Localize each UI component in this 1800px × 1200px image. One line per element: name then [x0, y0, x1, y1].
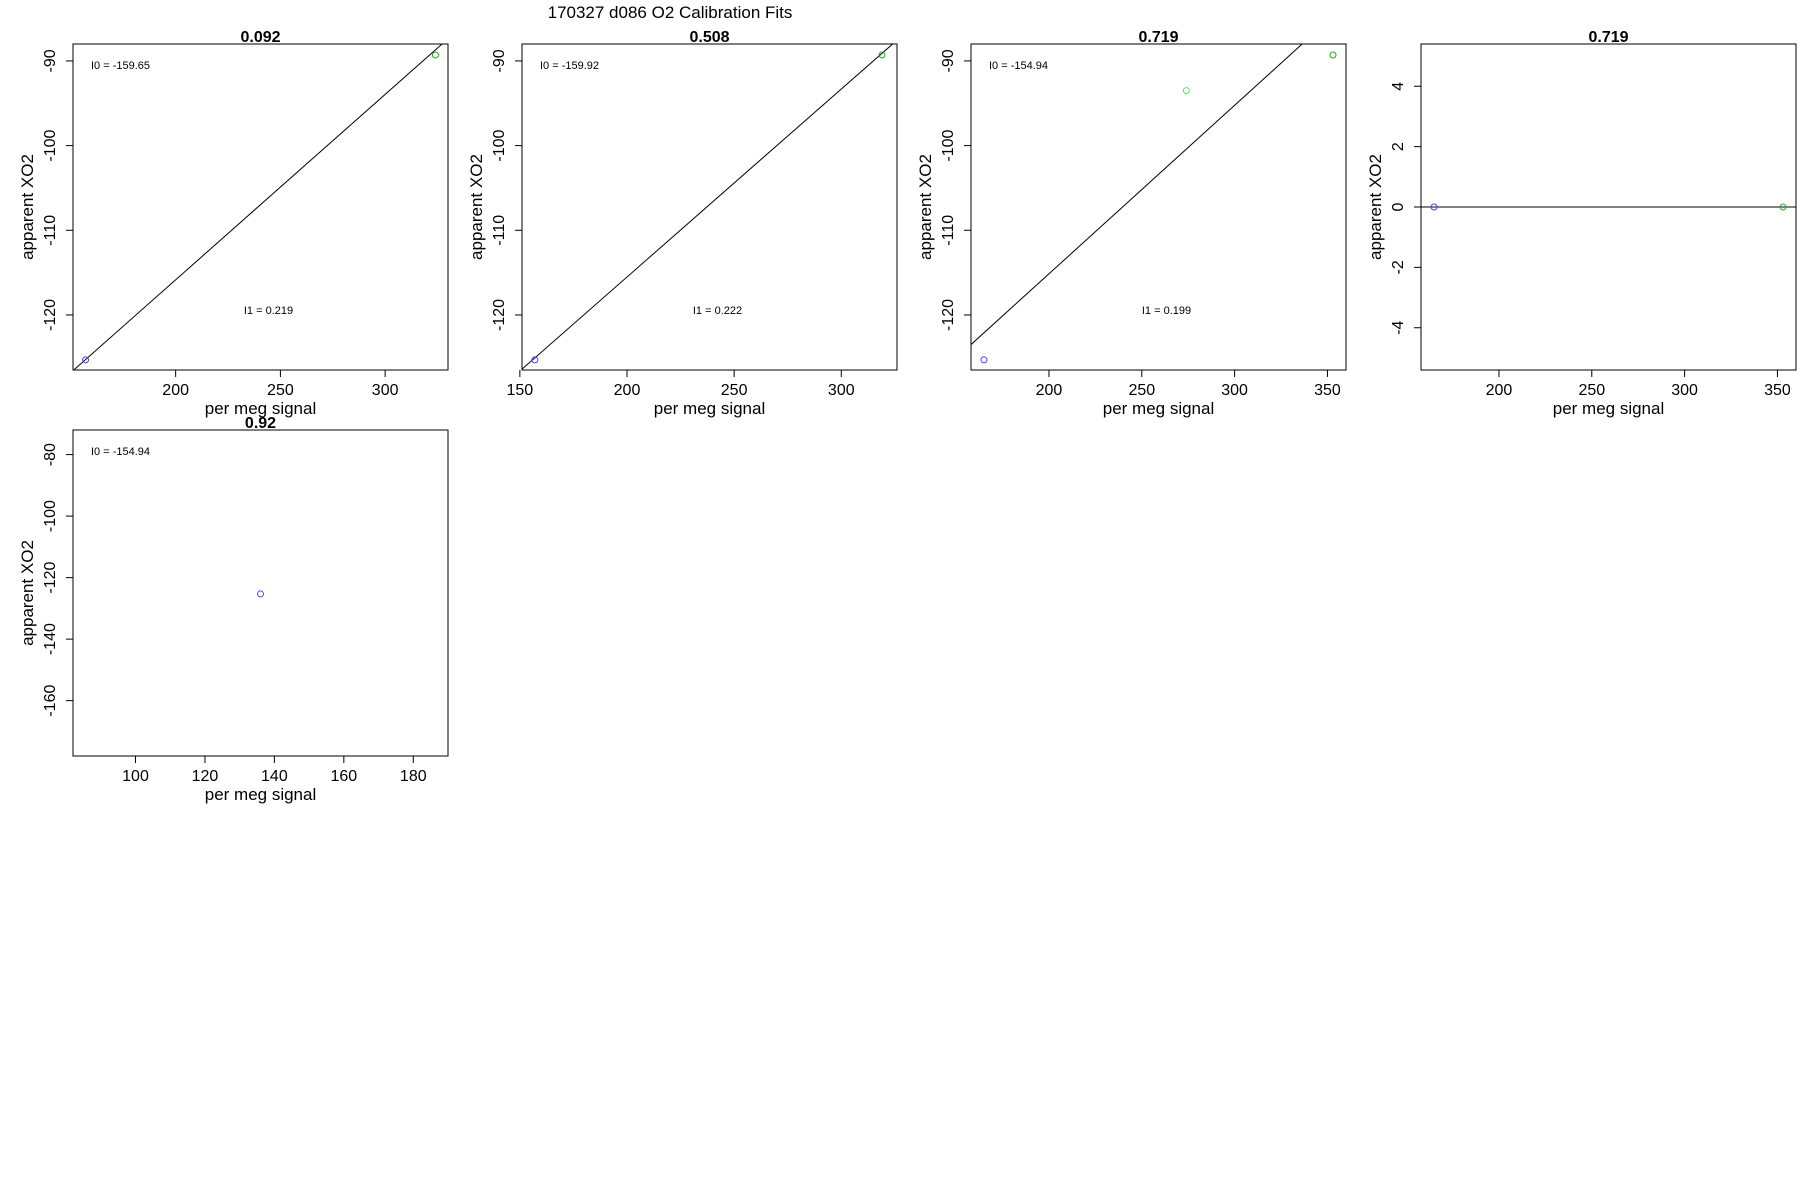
slope-annotation: I1 = 0.199 — [1142, 305, 1191, 317]
x-tick-label: 250 — [1578, 382, 1605, 399]
x-tick-label: 180 — [400, 768, 427, 785]
panel-3: 0.719 200 250 300 350 per meg signal -90 -100 -1… — [916, 29, 1347, 418]
fit-line — [73, 44, 443, 370]
x-tick-label: 300 — [1221, 382, 1248, 399]
y-tick-label: -120 — [491, 299, 508, 331]
x-axis-label: per meg signal — [205, 785, 317, 804]
fit-line — [522, 44, 894, 370]
data-point — [878, 51, 886, 59]
x-tick-label: 120 — [192, 768, 219, 785]
x-tick-label: 300 — [1671, 382, 1698, 399]
y-tick-label: -90 — [940, 49, 957, 72]
data-point — [531, 356, 539, 364]
plot-frame — [72, 429, 449, 757]
x-tick-label: 200 — [614, 382, 641, 399]
x-tick-label: 250 — [1128, 382, 1155, 399]
intercept-annotation: I0 = -159.92 — [540, 60, 599, 72]
y-tick-label: -110 — [491, 215, 508, 246]
x-axis-label: per meg signal — [1103, 399, 1215, 418]
y-tick-label: -110 — [42, 215, 59, 246]
y-axis-label: apparent XO2 — [18, 540, 37, 646]
x-tick-label: 200 — [1036, 382, 1063, 399]
y-tick-label: -100 — [940, 130, 957, 162]
panel-title: 0.719 — [1138, 29, 1178, 46]
x-tick-label: 300 — [372, 382, 399, 399]
y-axis-label: apparent XO2 — [467, 154, 486, 260]
data-point — [431, 51, 439, 59]
panel-5: 0.92 100 120 140 160 180 per meg signal -80 -100… — [18, 415, 449, 804]
y-tick-label: -120 — [42, 562, 59, 594]
y-tick-label: -80 — [42, 443, 59, 466]
panel-title: 0.92 — [245, 415, 276, 432]
x-tick-label: 140 — [261, 768, 288, 785]
slope-annotation: I1 = 0.219 — [244, 305, 293, 317]
x-tick-label: 300 — [828, 382, 855, 399]
y-tick-label: -90 — [491, 49, 508, 72]
data-point — [1329, 51, 1337, 59]
x-tick-label: 200 — [1486, 382, 1513, 399]
y-tick-label: 2 — [1390, 142, 1407, 151]
y-tick-label: -100 — [42, 500, 59, 532]
data-point — [1430, 203, 1438, 211]
y-tick-label: 0 — [1390, 202, 1407, 211]
x-axis-label: per meg signal — [205, 399, 317, 418]
y-axis-label: apparent XO2 — [1366, 154, 1385, 260]
panel-title: 0.719 — [1588, 29, 1628, 46]
x-axis-label: per meg signal — [1553, 399, 1665, 418]
y-tick-label: -110 — [940, 215, 957, 246]
data-point — [257, 590, 264, 598]
data-point — [1779, 203, 1787, 211]
y-tick-label: -140 — [42, 623, 59, 655]
x-tick-label: 350 — [1314, 382, 1341, 399]
y-tick-label: -90 — [42, 49, 59, 72]
y-tick-label: -100 — [42, 130, 59, 162]
y-tick-label: -160 — [42, 685, 59, 717]
data-point — [82, 356, 90, 364]
data-point — [980, 356, 988, 364]
y-tick-label: 4 — [1390, 82, 1407, 91]
x-axis-label: per meg signal — [654, 399, 766, 418]
panel-4: 0.719 200 250 300 350 per meg signal 4 2 0 -2 -4 ap… — [1366, 29, 1797, 418]
panel-1: 0.092 200 250 300 per meg signal -90 -100 -110 -… — [18, 29, 449, 418]
figure-title: 170327 d086 O2 Calibration Fits — [548, 3, 793, 22]
y-axis-label: apparent XO2 — [916, 154, 935, 260]
panel-title: 0.508 — [689, 29, 729, 46]
intercept-annotation: I0 = -159.65 — [91, 60, 150, 72]
panel-2: 0.508 150 200 250 300 per meg signal -90 -100 -1… — [467, 29, 898, 418]
plot-frame — [970, 43, 1347, 371]
intercept-annotation: I0 = -154.94 — [989, 60, 1048, 72]
y-axis-label: apparent XO2 — [18, 154, 37, 260]
y-tick-label: -4 — [1390, 321, 1407, 335]
data-point — [1182, 87, 1190, 95]
x-tick-label: 160 — [330, 768, 357, 785]
fit-line — [971, 44, 1303, 345]
plot-frame — [521, 43, 898, 371]
x-tick-label: 250 — [721, 382, 748, 399]
y-tick-label: -100 — [491, 130, 508, 162]
x-tick-label: 250 — [267, 382, 294, 399]
intercept-annotation: I0 = -154.94 — [91, 446, 150, 458]
y-tick-label: -2 — [1390, 260, 1407, 274]
x-tick-label: 350 — [1764, 382, 1791, 399]
panel-title: 0.092 — [240, 29, 280, 46]
slope-annotation: I1 = 0.222 — [693, 305, 742, 317]
x-tick-label: 200 — [162, 382, 189, 399]
x-tick-label: 100 — [122, 768, 149, 785]
y-tick-label: -120 — [42, 299, 59, 331]
y-tick-label: -120 — [940, 299, 957, 331]
x-tick-label: 150 — [507, 382, 534, 399]
